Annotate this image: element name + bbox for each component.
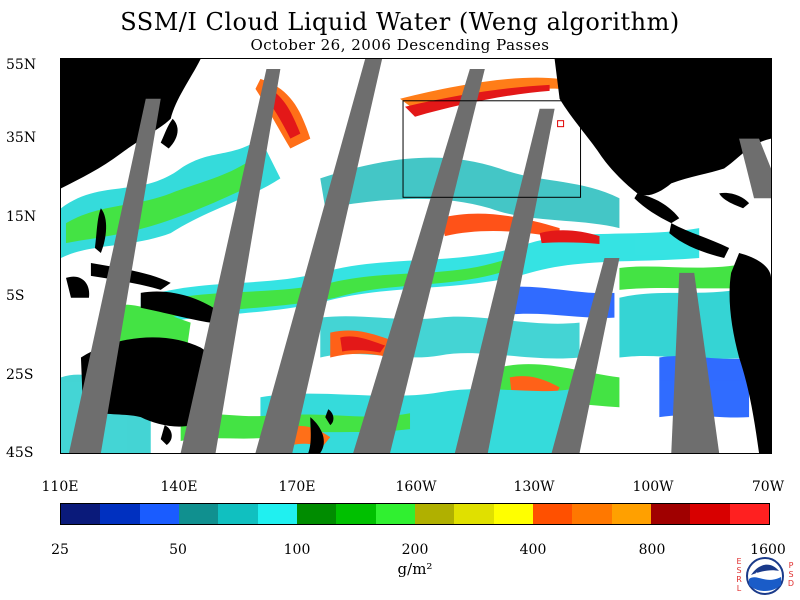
lon-label-170e: 170E: [278, 479, 316, 495]
colorbar-segment: [414, 504, 455, 524]
colorbar-segment: [690, 504, 730, 524]
lon-label-70w: 70W: [751, 479, 785, 495]
map-subtitle: October 26, 2006 Descending Passes: [250, 36, 550, 54]
red-marker: [557, 120, 565, 128]
colorbar: [60, 503, 770, 525]
colorbar-segment: [100, 504, 140, 524]
colorbar-tick-100: 100: [283, 542, 311, 558]
noaa-emblem-icon: NOAA: [746, 557, 784, 595]
lat-label-35n: 35N: [6, 130, 37, 146]
colorbar-segment: [178, 504, 219, 524]
region-box: [402, 100, 582, 198]
colorbar-segment: [572, 504, 612, 524]
lon-label-130w: 130W: [513, 479, 555, 495]
colorbar-segment: [454, 504, 494, 524]
lat-label-5s: 5S: [6, 288, 25, 304]
lat-label-25s: 25S: [6, 367, 34, 383]
colorbar-segment: [139, 504, 179, 524]
lat-label-45s: 45S: [6, 445, 34, 461]
colorbar-segment: [336, 504, 376, 524]
lat-label-15n: 15N: [6, 209, 37, 225]
colorbar-segment: [257, 504, 297, 524]
colorbar-tick-800: 800: [638, 542, 666, 558]
colorbar-tick-50: 50: [169, 542, 187, 558]
swath-gaps: [68, 59, 771, 453]
colorbar-segment: [61, 504, 101, 524]
colorbar-segment: [375, 504, 415, 524]
colorbar-segment: [532, 504, 573, 524]
lon-label-140e: 140E: [160, 479, 198, 495]
colorbar-segment: [729, 504, 769, 524]
colorbar-units: g/m²: [397, 560, 433, 578]
lat-label-55n: 55N: [6, 57, 37, 73]
colorbar-tick-200: 200: [401, 542, 429, 558]
map-title: SSM/I Cloud Liquid Water (Weng algorithm…: [120, 8, 680, 36]
lon-label-160w: 160W: [395, 479, 437, 495]
cloud-liquid-water-map: [60, 58, 772, 454]
svg-text:NOAA: NOAA: [755, 572, 775, 579]
colorbar-segment: [493, 504, 533, 524]
colorbar-segment: [296, 504, 337, 524]
lon-label-110e: 110E: [41, 479, 79, 495]
colorbar-tick-1600: 1600: [750, 542, 786, 558]
lon-label-100w: 100W: [632, 479, 674, 495]
colorbar-tick-400: 400: [519, 542, 547, 558]
colorbar-tick-25: 25: [51, 542, 69, 558]
colorbar-segment: [218, 504, 258, 524]
colorbar-segment: [611, 504, 651, 524]
colorbar-segment: [650, 504, 691, 524]
